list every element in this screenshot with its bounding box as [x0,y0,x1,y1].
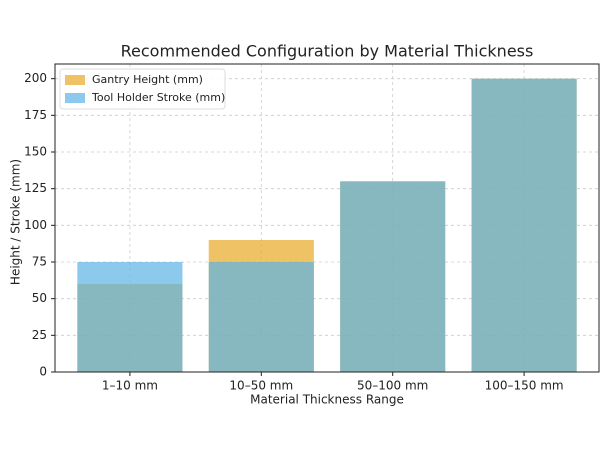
y-tick-label: 0 [39,365,47,379]
bar [471,78,577,373]
legend-swatch [65,93,85,103]
y-tick-label: 150 [24,145,47,159]
y-tick-label: 75 [32,255,47,269]
x-tick-label: 10–50 mm [229,379,293,393]
chart-title: Recommended Configuration by Material Th… [121,42,534,61]
x-tick-label: 100–150 mm [485,379,564,393]
y-axis-label: Height / Stroke (mm) [9,159,23,285]
y-tick-label: 200 [24,71,47,85]
y-tick-label: 100 [24,218,47,232]
bar [77,262,183,372]
x-axis-label: Material Thickness Range [250,393,404,407]
x-tick-label: 50–100 mm [357,379,428,393]
legend-swatch [65,75,85,85]
y-tick-label: 175 [24,108,47,122]
plot-frame [54,63,600,373]
y-tick-label: 125 [24,181,47,195]
y-tick-label: 25 [32,328,47,342]
legend-box [59,68,226,110]
legend-label: Tool Holder Stroke (mm) [91,91,225,104]
x-tick-label: 1–10 mm [102,379,158,393]
bar [340,181,446,372]
legend-label: Gantry Height (mm) [92,73,203,86]
y-tick-label: 50 [32,291,47,305]
bar [208,262,314,372]
